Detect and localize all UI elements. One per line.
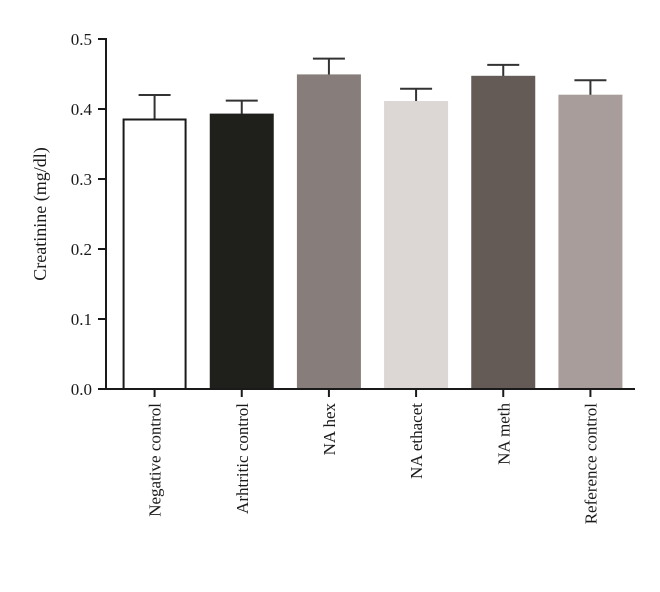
y-tick-label: 0.3 — [71, 170, 92, 189]
category-label: Negative control — [146, 403, 165, 517]
category-label: NA meth — [494, 403, 513, 465]
category-label: Arhtritic control — [233, 403, 252, 514]
y-axis-title: Creatinine (mg/dl) — [30, 147, 51, 280]
y-axis: 0.0 0.1 0.2 0.3 0.4 0.5 — [71, 30, 107, 399]
bar-na-hex — [296, 74, 361, 391]
y-tick-label: 0.0 — [71, 380, 92, 399]
bar-negative-control — [122, 118, 187, 390]
bar-reference-control — [558, 94, 623, 390]
bar-na-meth — [471, 75, 536, 391]
bars — [122, 57, 623, 391]
y-tick-label: 0.4 — [71, 100, 93, 119]
y-tick-label: 0.5 — [71, 30, 92, 49]
category-label: NA ethacet — [407, 403, 426, 479]
category-label: Reference control — [581, 403, 600, 525]
y-tick-label: 0.2 — [71, 240, 92, 259]
bar-arhtritic-control — [209, 113, 274, 390]
y-tick-label: 0.1 — [71, 310, 92, 329]
bar-na-ethacet — [384, 101, 449, 390]
category-label: NA hex — [320, 403, 339, 456]
category-labels: Negative control Arhtritic control NA hex N… — [105, 388, 635, 525]
